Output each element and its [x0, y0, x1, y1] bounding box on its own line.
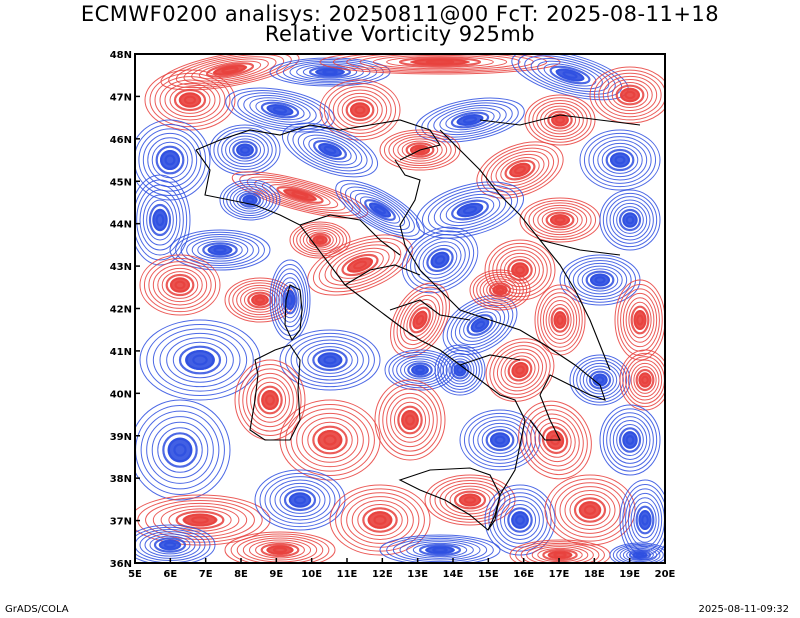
coastline [479, 114, 641, 126]
lon-label: 17E [549, 569, 570, 580]
positive-vorticity-cell [524, 94, 596, 146]
negative-vorticity-cell [569, 354, 631, 406]
lat-label: 36N [110, 559, 132, 570]
lon-label: 9E [269, 569, 283, 580]
negative-vorticity-cell [609, 542, 665, 563]
negative-vorticity-cell [415, 181, 525, 239]
negative-vorticity-cell [281, 122, 379, 178]
lat-label: 41N [110, 347, 132, 358]
coastline [459, 354, 521, 366]
vorticity-field [135, 54, 665, 563]
negative-vorticity-cell [511, 54, 629, 101]
lon-label: 15E [478, 569, 499, 580]
lon-label: 6E [163, 569, 177, 580]
software-credit: GrADS/COLA [5, 604, 69, 615]
negative-vorticity-cell [225, 87, 335, 133]
positive-vorticity-cell [319, 79, 401, 141]
positive-vorticity-cell [589, 66, 665, 124]
lon-label: 8E [234, 569, 248, 580]
lat-label: 37N [110, 517, 132, 528]
coastline [195, 119, 441, 161]
lat-label: 43N [110, 262, 132, 273]
positive-vorticity-cell [619, 349, 665, 411]
lon-label: 12E [372, 569, 393, 580]
positive-vorticity-cell [144, 69, 236, 131]
lon-label: 11E [337, 569, 358, 580]
lon-label: 18E [584, 569, 605, 580]
coastline [195, 149, 526, 531]
positive-vorticity-cell [374, 379, 446, 461]
negative-vorticity-cell [219, 179, 281, 221]
negative-vorticity-cell [269, 57, 391, 87]
lon-label: 14E [443, 569, 464, 580]
lat-label: 42N [110, 305, 132, 316]
lat-label: 48N [110, 50, 132, 61]
negative-vorticity-cell [254, 469, 346, 531]
negative-vorticity-cell [139, 319, 261, 401]
negative-vorticity-cell [279, 329, 381, 391]
coastline [539, 239, 621, 256]
lon-label: 16E [513, 569, 534, 580]
lat-label: 45N [110, 177, 132, 188]
lon-label: 13E [407, 569, 428, 580]
positive-vorticity-cell [224, 277, 296, 323]
negative-vorticity-cell [135, 174, 191, 266]
negative-vorticity-cell [135, 399, 231, 501]
positive-vorticity-cell [544, 474, 636, 546]
lon-label: 19E [619, 569, 640, 580]
positive-vorticity-cell [469, 269, 531, 311]
positive-vorticity-cell [519, 197, 601, 243]
chart-title-line2: Relative Vorticity 925mb [264, 22, 536, 46]
coastline [389, 299, 471, 321]
negative-vorticity-cell [415, 97, 525, 143]
latitude-axis: 48N 47N 46N 45N 44N 43N 42N 41N 40N 39N 38N 37N 36N [110, 50, 140, 570]
lat-label: 39N [110, 432, 132, 443]
lat-label: 44N [110, 220, 132, 231]
coastline [344, 264, 421, 286]
positive-vorticity-cell [279, 399, 381, 481]
positive-vorticity-cell [476, 141, 564, 199]
negative-vorticity-cell [401, 226, 479, 294]
negative-vorticity-cell [599, 404, 661, 476]
negative-vorticity-cell [434, 344, 486, 396]
coastline-borders [195, 114, 641, 531]
negative-vorticity-cell [209, 124, 281, 176]
negative-vorticity-cell [169, 229, 271, 271]
positive-vorticity-cell [160, 54, 300, 91]
coastline [284, 284, 303, 342]
positive-vorticity-cell [139, 254, 221, 316]
positive-vorticity-cell [390, 282, 450, 358]
negative-vorticity-cell [599, 189, 661, 251]
lat-label: 46N [110, 135, 132, 146]
lon-label: 5E [128, 569, 142, 580]
positive-vorticity-cell [329, 484, 431, 556]
positive-vorticity-cell [135, 494, 271, 546]
render-timestamp: 2025-08-11-09:32 [698, 604, 789, 615]
lon-label: 20E [655, 569, 676, 580]
positive-vorticity-cell [518, 400, 592, 480]
negative-vorticity-cell [335, 180, 425, 240]
coastline [394, 159, 606, 441]
coastline [299, 214, 401, 256]
negative-vorticity-cell [379, 534, 501, 563]
negative-vorticity-cell [579, 129, 661, 191]
negative-vorticity-cell [459, 409, 541, 471]
coastline [249, 344, 301, 441]
negative-vorticity-cell [384, 349, 456, 391]
lat-label: 47N [110, 92, 132, 103]
positive-vorticity-cell [231, 171, 369, 219]
lon-label: 10E [301, 569, 322, 580]
longitude-axis: 5E 6E 7E 8E 9E 10E 11E 12E 13E 14E 15E 16E 17E 18E 19E… [128, 558, 676, 580]
positive-vorticity-cell [289, 221, 351, 259]
coastline [398, 467, 501, 531]
chart-title-line1: ECMWF0200 analisys: 20250811@00 FcT: 202… [80, 2, 720, 26]
lat-label: 40N [110, 389, 132, 400]
lat-label: 38N [110, 474, 132, 485]
positive-vorticity-cell [614, 279, 665, 361]
positive-vorticity-cell [509, 539, 611, 563]
lon-label: 7E [199, 569, 213, 580]
negative-vorticity-cell [559, 254, 641, 306]
